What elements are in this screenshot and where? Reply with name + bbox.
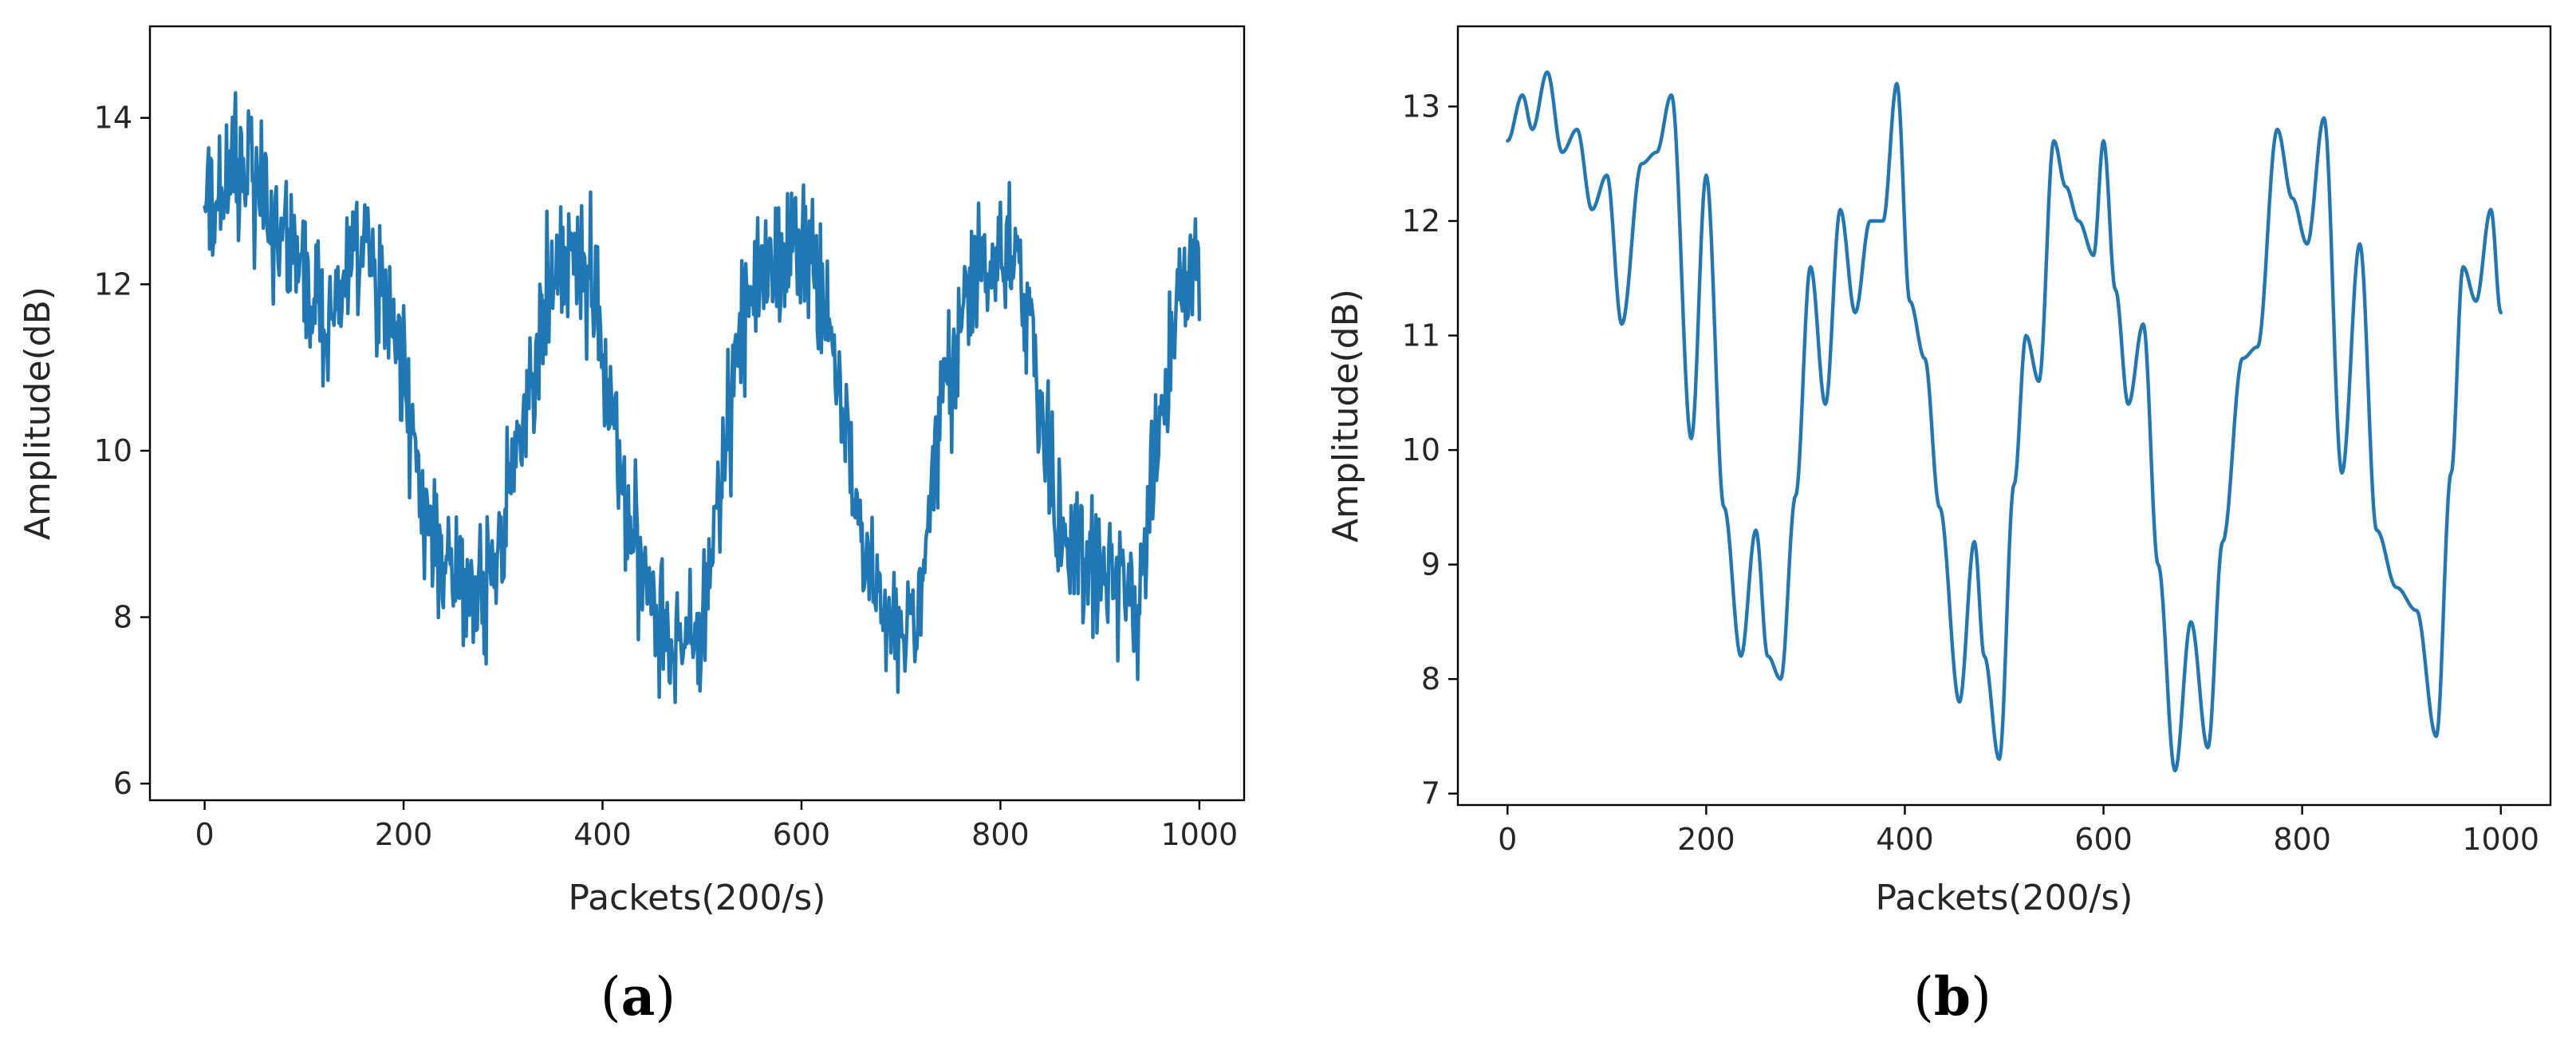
x-tick-label: 800 xyxy=(2273,822,2331,857)
caption-b: (b) xyxy=(1913,965,1991,1028)
panel-a: 0 200 400 600 800 1000 6 8 10 12 14 Packets(200/s… xyxy=(18,25,1246,1028)
x-axis-title-a: Packets(200/s) xyxy=(569,878,826,918)
x-tick-label: 400 xyxy=(573,817,632,852)
y-tick-label: 9 xyxy=(1421,547,1440,582)
caption-b-close: ) xyxy=(1971,966,1991,1028)
caption-b-open: ( xyxy=(1913,966,1934,1028)
caption-a-close: ) xyxy=(655,966,676,1028)
x-axis-a: 0 200 400 600 800 1000 xyxy=(195,800,1239,852)
caption-b-letter: b xyxy=(1934,965,1971,1028)
x-tick-label: 600 xyxy=(773,817,831,852)
series-line-b xyxy=(1506,70,2503,773)
y-tick-label: 6 xyxy=(113,766,132,801)
panel-b: 0 200 400 600 800 1000 7 8 9 10 11 12 13 Packets(20… xyxy=(1325,25,2552,1028)
x-tick-label: 0 xyxy=(1498,822,1517,857)
caption-a: (a) xyxy=(601,965,676,1028)
y-axis-title-a: Amplitude(dB) xyxy=(18,286,58,540)
x-axis-b: 0 200 400 600 800 1000 xyxy=(1498,805,2539,857)
x-tick-label: 1000 xyxy=(1161,817,1239,852)
caption-a-open: ( xyxy=(601,966,621,1028)
y-tick-label: 14 xyxy=(94,101,132,136)
x-tick-label: 800 xyxy=(971,817,1030,852)
x-tick-label: 1000 xyxy=(2462,822,2539,857)
y-tick-label: 8 xyxy=(1421,661,1440,697)
x-tick-label: 200 xyxy=(375,817,433,852)
y-axis-a: 6 8 10 12 14 xyxy=(94,101,150,801)
y-tick-label: 13 xyxy=(1402,89,1440,124)
x-tick-label: 0 xyxy=(195,817,215,852)
y-tick-label: 11 xyxy=(1402,318,1440,353)
x-tick-label: 200 xyxy=(1677,822,1735,857)
y-tick-label: 12 xyxy=(94,266,132,302)
y-tick-label: 10 xyxy=(1402,432,1440,468)
caption-a-letter: a xyxy=(621,965,656,1028)
y-tick-label: 12 xyxy=(1402,203,1440,239)
series-line-a xyxy=(203,91,1202,704)
y-axis-title-b: Amplitude(dB) xyxy=(1325,289,1366,543)
x-tick-label: 600 xyxy=(2074,822,2133,857)
y-axis-b: 7 8 9 10 11 12 13 xyxy=(1402,89,1458,811)
plot-frame-a xyxy=(148,25,1246,802)
y-tick-label: 8 xyxy=(113,600,132,635)
plot-frame-b xyxy=(1456,25,2552,807)
y-tick-label: 10 xyxy=(94,433,132,468)
x-tick-label: 400 xyxy=(1876,822,1934,857)
y-tick-label: 7 xyxy=(1421,776,1440,811)
x-axis-title-b: Packets(200/s) xyxy=(1876,878,2133,918)
